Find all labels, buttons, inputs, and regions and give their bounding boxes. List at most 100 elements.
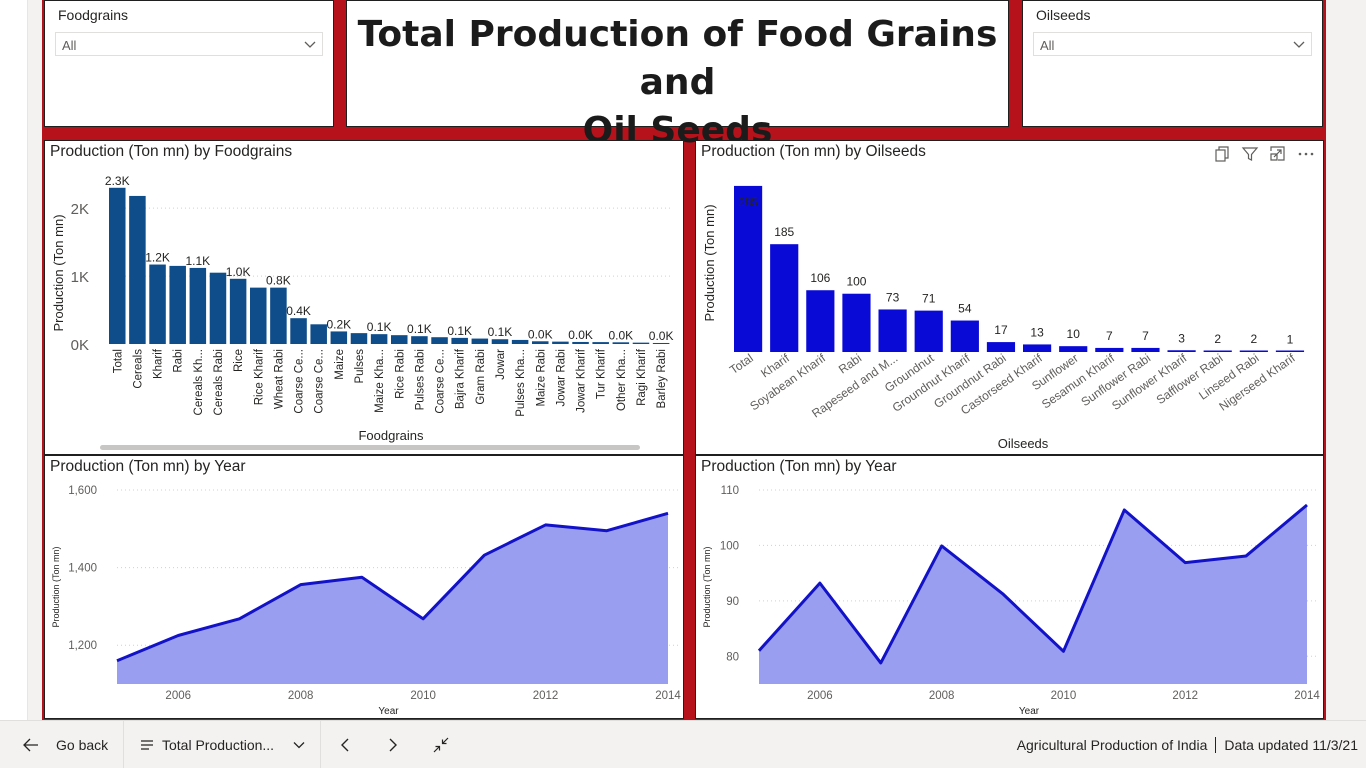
info-divider xyxy=(1215,737,1217,753)
series-line xyxy=(757,503,1308,665)
y-tick-label: 80 xyxy=(726,651,739,663)
data-label: 7 xyxy=(1142,329,1149,343)
data-label: 0.8K xyxy=(266,274,291,288)
data-label: 73 xyxy=(886,290,900,304)
bar xyxy=(391,335,408,344)
x-tick-label: Other Kha... xyxy=(616,349,628,411)
previous-page-button[interactable] xyxy=(337,721,353,768)
visual-header xyxy=(1213,145,1315,163)
bar xyxy=(350,333,368,344)
foodgrains-bar-visual[interactable]: Production (Ton mn) by Foodgrains 0K 1K 2K… xyxy=(44,140,684,455)
filter-icon[interactable] xyxy=(1241,145,1259,163)
x-tick-label: Tur Kharif xyxy=(596,348,608,399)
collapse-icon xyxy=(433,737,449,753)
data-label: 13 xyxy=(1030,325,1044,339)
bar xyxy=(592,342,609,344)
foodgrains-year-chart: 1,200 1,400 1,600 2006 2008 2010 2012 2014 Year P… xyxy=(51,485,681,717)
horizontal-scrollbar xyxy=(100,445,640,450)
foodgrains-year-visual[interactable]: Production (Ton mn) by Year 1,200 1,400 1,… xyxy=(44,455,684,719)
go-back-button[interactable]: Go back xyxy=(22,721,108,768)
bar xyxy=(330,331,348,344)
bar xyxy=(250,287,267,344)
bar xyxy=(209,272,227,344)
page-selector-label: Total Production... xyxy=(162,737,275,753)
x-tick-label: Cereals xyxy=(132,349,144,389)
oilseeds-year-title: Production (Ton mn) by Year xyxy=(701,458,897,475)
more-options-icon[interactable] xyxy=(1297,145,1315,163)
y-tick-label: 110 xyxy=(721,485,739,497)
x-tick-label: Maize Rabi xyxy=(535,349,547,407)
y-tick-label: 1,200 xyxy=(68,640,97,652)
bar xyxy=(270,287,287,344)
x-tick-label: Bajra Kharif xyxy=(455,348,467,409)
report-canvas: Foodgrains All Total Production of Food … xyxy=(42,0,1326,720)
bar xyxy=(572,341,589,344)
bar xyxy=(1095,347,1124,352)
oilseeds-dropdown[interactable]: All xyxy=(1033,32,1312,56)
foodgrains-bar-chart: 0K 1K 2K 2.3K Total Cereals 1.2K Kharif Rabi 1.1K… xyxy=(51,174,673,450)
data-label: 0.2K xyxy=(326,317,351,331)
bar xyxy=(734,185,763,352)
x-tick-label: 2012 xyxy=(1172,690,1198,702)
data-label: 1 xyxy=(1287,332,1294,346)
bar xyxy=(612,342,630,344)
bar xyxy=(370,334,388,344)
y-axis-title: Production (Ton mn) xyxy=(51,546,61,627)
y-tick-label: 100 xyxy=(720,540,739,552)
bar xyxy=(109,187,126,344)
bar xyxy=(149,264,166,344)
x-tick-label: Jowar Kharif xyxy=(576,348,588,413)
x-tick-label: Maize Kha... xyxy=(374,349,386,413)
foodgrains-year-title: Production (Ton mn) by Year xyxy=(50,458,246,475)
y-axis-title: Production (Ton mn) xyxy=(702,546,712,627)
foodgrains-dropdown[interactable]: All xyxy=(55,32,323,56)
x-tick-label: Rabi xyxy=(173,349,185,373)
x-tick-label: Coarse Ce... xyxy=(314,349,326,414)
page-selector[interactable]: Total Production... xyxy=(140,721,306,768)
focus-mode-icon[interactable] xyxy=(1269,145,1287,163)
x-tick-label: Pulses Rabi xyxy=(414,349,426,410)
x-axis-title: Foodgrains xyxy=(358,428,424,443)
x-tick-label: 2012 xyxy=(533,690,559,702)
left-gutter xyxy=(0,0,28,720)
bar xyxy=(290,318,307,344)
x-axis-title: Oilseeds xyxy=(998,436,1049,451)
footer-divider xyxy=(320,721,321,768)
data-label: 1.0K xyxy=(226,265,251,279)
next-page-button[interactable] xyxy=(385,721,401,768)
x-tick-label: 2010 xyxy=(410,690,436,702)
bar xyxy=(229,278,247,344)
data-label: 0.1K xyxy=(407,322,432,336)
bar xyxy=(842,293,871,352)
bar xyxy=(491,339,509,344)
report-title-box: Total Production of Food Grains and Oil … xyxy=(346,0,1009,151)
x-tick-label: Cereals Kh... xyxy=(193,349,205,415)
data-label: 2 xyxy=(1250,332,1257,346)
x-tick-label: Rice Rabi xyxy=(394,349,406,399)
data-updated: Data updated 11/3/21 xyxy=(1224,737,1358,753)
data-label: 0.0K xyxy=(608,328,633,342)
oilseeds-bar-title: Production (Ton mn) by Oilseeds xyxy=(701,143,926,160)
x-tick-label: Pulses xyxy=(354,349,366,384)
x-tick-label: 2008 xyxy=(288,690,314,702)
data-label: 0.0K xyxy=(568,328,593,342)
data-label: 17 xyxy=(994,323,1008,337)
y-tick-label: 2K xyxy=(71,201,89,218)
copy-icon[interactable] xyxy=(1213,145,1231,163)
oilseeds-year-visual[interactable]: Production (Ton mn) by Year 80 90 100 110 20… xyxy=(695,455,1324,719)
bar xyxy=(532,341,549,344)
oilseeds-slicer-title: Oilseeds xyxy=(1036,7,1091,23)
y-axis-title: Production (Ton mn) xyxy=(51,214,66,331)
data-label: 0.0K xyxy=(528,327,553,341)
x-tick-label: Rice xyxy=(233,349,245,372)
oilseeds-bar-visual[interactable]: Production (Ton mn) by Oilseeds 285 Total… xyxy=(695,140,1324,455)
data-label: 185 xyxy=(774,225,794,239)
y-tick-label: 1,600 xyxy=(68,485,97,497)
chevron-right-icon xyxy=(389,738,397,752)
bar xyxy=(411,336,428,344)
bar xyxy=(632,342,650,344)
bar xyxy=(950,320,979,352)
collapse-button[interactable] xyxy=(433,721,449,768)
